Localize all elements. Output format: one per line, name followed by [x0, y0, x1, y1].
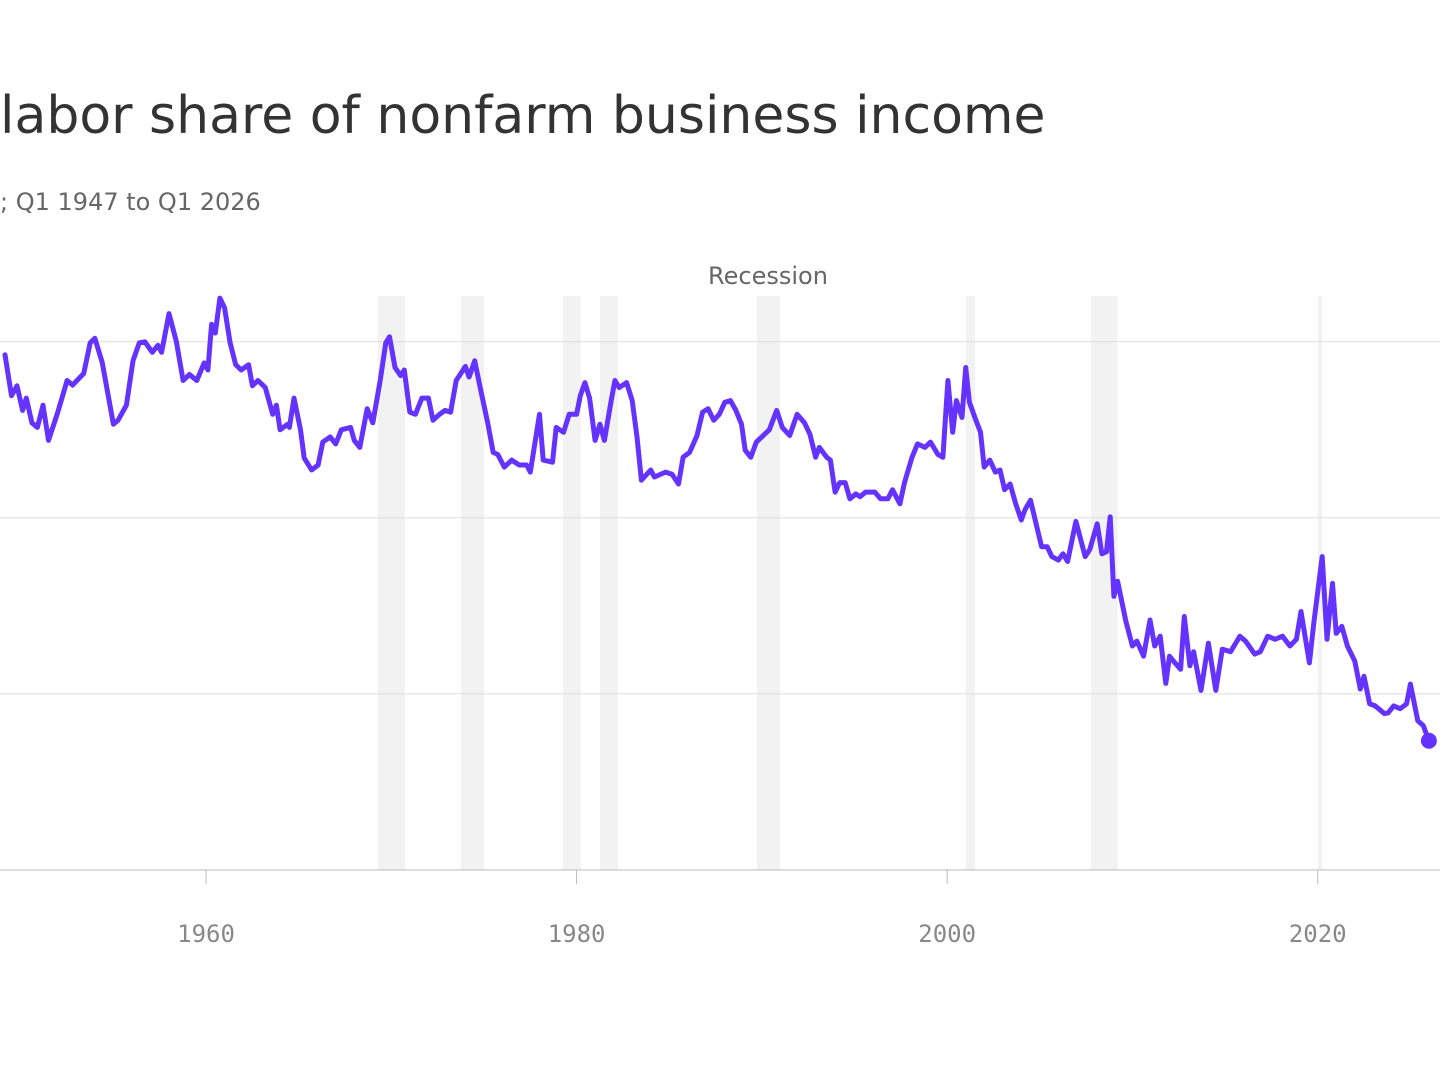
x-tick-label: 2000: [918, 920, 976, 948]
recession-band: [562, 296, 581, 870]
series-line: [2, 295, 1432, 744]
plot-area: [2, 295, 1432, 744]
recession-band: [756, 296, 780, 870]
chart-subtitle: ; Q1 1947 to Q1 2026: [0, 188, 261, 216]
recession-band: [460, 296, 484, 870]
recession-label: Recession: [708, 262, 828, 290]
recession-band: [965, 296, 975, 870]
last-point: [1420, 732, 1437, 749]
recession-band: [377, 296, 406, 870]
x-tick-label: 2020: [1289, 920, 1347, 948]
x-tick-label: 1960: [177, 920, 235, 948]
x-tick-label: 1980: [548, 920, 606, 948]
chart-title: labor share of nonfarm business income: [0, 86, 1046, 146]
